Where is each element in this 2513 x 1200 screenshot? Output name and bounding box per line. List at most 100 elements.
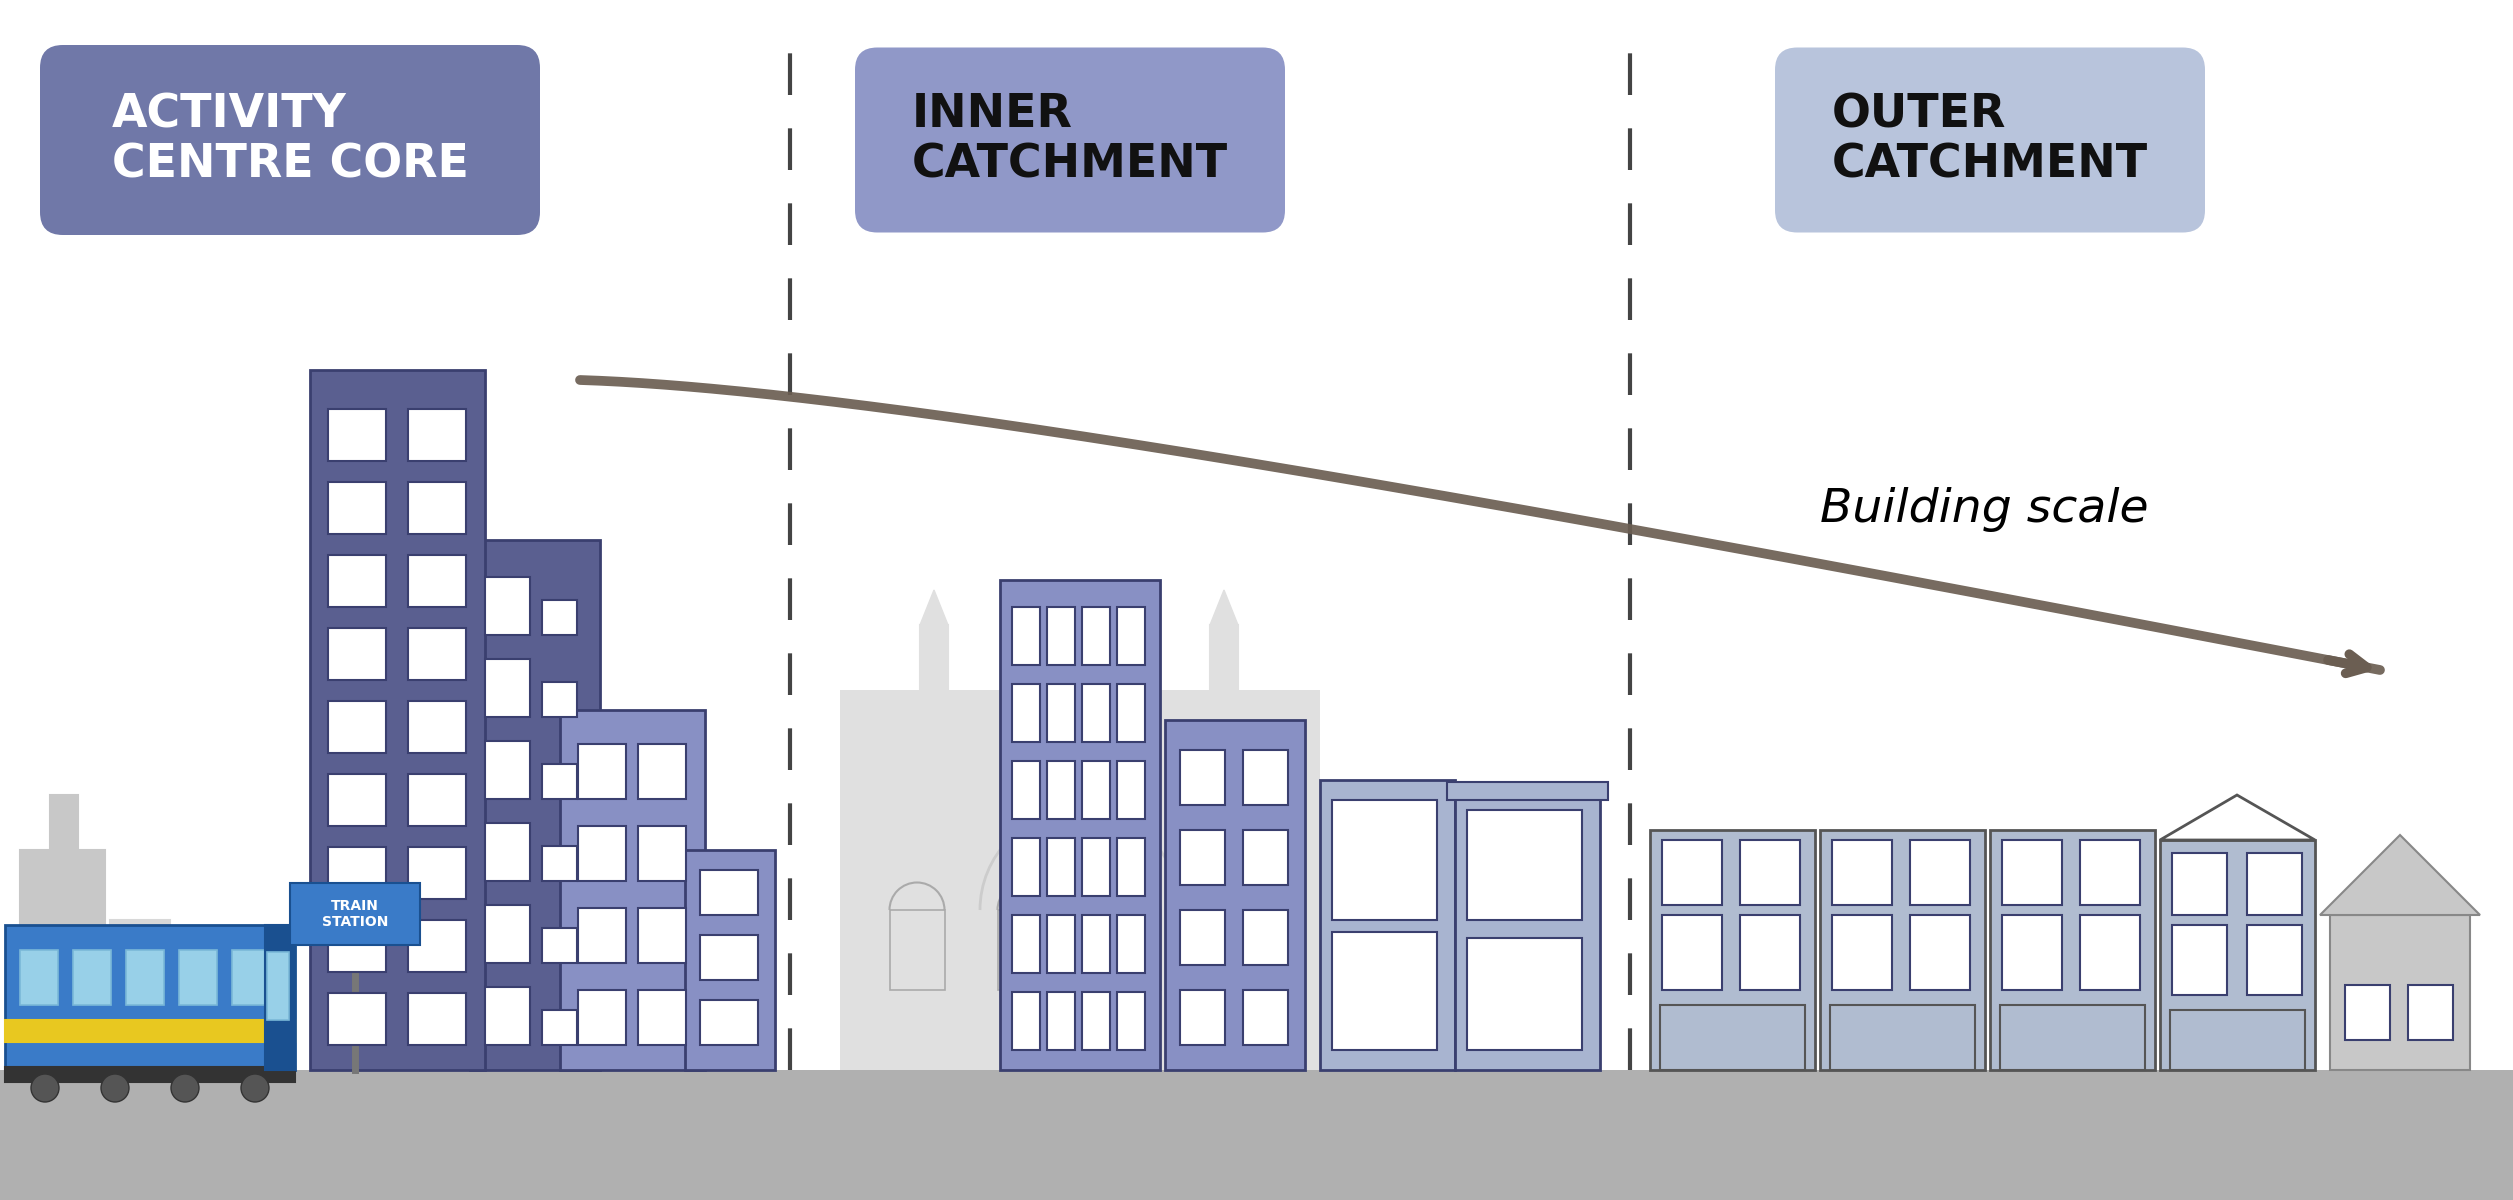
Bar bbox=[0, 1070, 2513, 1200]
Bar bbox=[329, 554, 387, 607]
Bar bbox=[2003, 840, 2063, 905]
Bar bbox=[485, 986, 530, 1045]
Bar bbox=[1013, 761, 1040, 818]
Bar bbox=[1332, 932, 1437, 1050]
Bar bbox=[2003, 914, 2063, 990]
Bar bbox=[111, 920, 171, 1070]
Bar bbox=[1083, 607, 1111, 665]
Bar bbox=[1048, 607, 1076, 665]
Polygon shape bbox=[1209, 590, 1239, 625]
Bar bbox=[638, 990, 686, 1045]
Bar bbox=[1048, 684, 1076, 742]
Bar bbox=[1106, 910, 1161, 990]
Bar bbox=[407, 482, 465, 534]
Bar bbox=[329, 847, 387, 899]
Bar bbox=[543, 764, 578, 799]
Bar bbox=[485, 659, 530, 716]
Bar bbox=[1819, 830, 1985, 1070]
Bar bbox=[2171, 853, 2227, 914]
Bar bbox=[178, 950, 216, 1006]
Bar bbox=[1661, 840, 1721, 905]
Bar bbox=[638, 744, 686, 799]
Bar bbox=[560, 710, 706, 1070]
Bar bbox=[2000, 1006, 2146, 1070]
Bar bbox=[1166, 720, 1304, 1070]
Bar bbox=[2345, 985, 2390, 1040]
Bar bbox=[1447, 782, 1608, 800]
Text: TRAIN
STATION: TRAIN STATION bbox=[322, 899, 387, 929]
Bar bbox=[1048, 992, 1076, 1050]
Bar bbox=[20, 850, 106, 1070]
Text: Building scale: Building scale bbox=[1819, 487, 2149, 533]
Bar bbox=[1013, 992, 1040, 1050]
Bar bbox=[485, 577, 530, 635]
Bar bbox=[543, 1010, 578, 1045]
Bar bbox=[578, 990, 626, 1045]
Bar bbox=[407, 409, 465, 461]
Bar bbox=[2081, 914, 2141, 990]
Bar bbox=[1013, 607, 1040, 665]
Bar bbox=[1244, 750, 1289, 805]
Bar bbox=[543, 600, 578, 635]
Bar bbox=[407, 847, 465, 899]
Bar bbox=[264, 925, 294, 1070]
Bar bbox=[407, 994, 465, 1045]
Circle shape bbox=[171, 1074, 199, 1102]
Bar bbox=[998, 910, 1053, 990]
Bar bbox=[543, 928, 578, 962]
Bar bbox=[1181, 750, 1224, 805]
Bar bbox=[485, 740, 530, 799]
Bar bbox=[231, 950, 269, 1006]
Bar bbox=[638, 908, 686, 962]
Bar bbox=[1829, 1006, 1975, 1070]
Bar bbox=[1083, 914, 1111, 973]
Circle shape bbox=[241, 1074, 269, 1102]
Bar bbox=[1332, 800, 1437, 920]
Bar bbox=[407, 701, 465, 754]
Circle shape bbox=[101, 1074, 128, 1102]
FancyBboxPatch shape bbox=[40, 44, 540, 235]
Bar bbox=[2407, 985, 2453, 1040]
Bar bbox=[1910, 914, 1970, 990]
Bar bbox=[407, 628, 465, 680]
Bar bbox=[543, 846, 578, 881]
Bar bbox=[1468, 938, 1583, 1050]
Polygon shape bbox=[1116, 590, 1143, 625]
Bar bbox=[1739, 840, 1799, 905]
Bar bbox=[2247, 925, 2302, 995]
Bar bbox=[407, 774, 465, 826]
Bar bbox=[2161, 840, 2314, 1070]
Bar bbox=[1181, 910, 1224, 965]
Bar bbox=[1319, 780, 1455, 1070]
Bar bbox=[1651, 830, 1814, 1070]
Bar bbox=[543, 682, 578, 716]
Bar bbox=[1083, 761, 1111, 818]
Bar bbox=[329, 994, 387, 1045]
Bar bbox=[1244, 990, 1289, 1045]
Bar bbox=[578, 908, 626, 962]
Bar bbox=[839, 690, 1319, 1070]
Bar bbox=[1116, 992, 1146, 1050]
Bar bbox=[1990, 830, 2156, 1070]
Bar bbox=[1661, 914, 1721, 990]
Bar bbox=[266, 952, 289, 1020]
Bar bbox=[407, 920, 465, 972]
Bar bbox=[1013, 838, 1040, 896]
Bar bbox=[701, 870, 759, 914]
Bar bbox=[1083, 684, 1111, 742]
Bar bbox=[1455, 790, 1601, 1070]
Bar bbox=[20, 950, 58, 1006]
Bar bbox=[1116, 625, 1143, 690]
Bar bbox=[1116, 838, 1146, 896]
Bar bbox=[5, 1067, 294, 1082]
Bar bbox=[5, 1020, 294, 1042]
Bar bbox=[1468, 810, 1583, 920]
Bar bbox=[1832, 840, 1892, 905]
Bar bbox=[485, 823, 530, 881]
Bar bbox=[686, 850, 774, 1070]
Bar bbox=[1244, 910, 1289, 965]
Bar bbox=[470, 540, 601, 1070]
Bar bbox=[1214, 910, 1269, 990]
Bar bbox=[578, 744, 626, 799]
Polygon shape bbox=[1015, 590, 1043, 625]
